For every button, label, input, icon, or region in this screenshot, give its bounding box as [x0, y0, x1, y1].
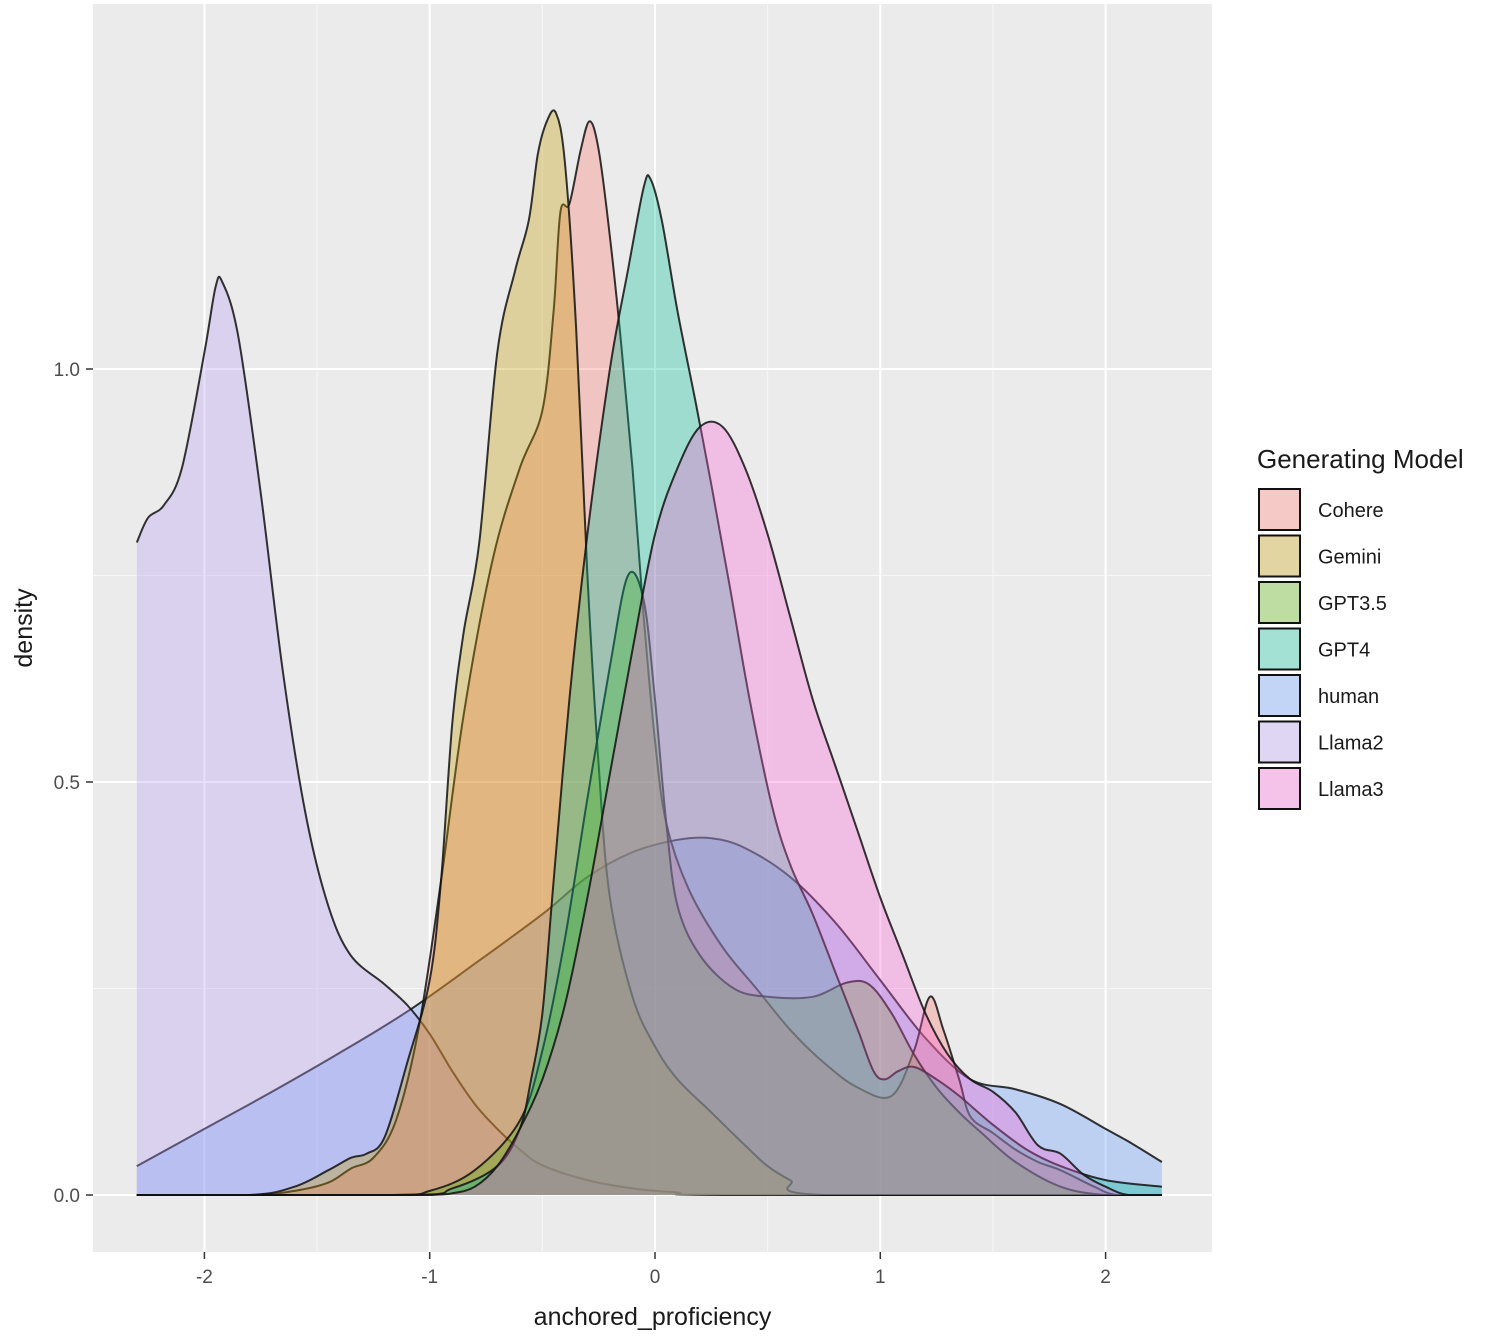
legend-key-bg-human: [1258, 674, 1301, 717]
legend-key-bg-llama2: [1258, 720, 1301, 764]
density-area-llama3: [136, 421, 1162, 1195]
legend-label-gpt3-5: GPT3.5: [1318, 593, 1387, 615]
density-line-gemini: [136, 109, 1162, 1197]
density-area-human: [136, 837, 1162, 1195]
legend-key-gpt3-5: [1258, 581, 1301, 624]
legend-key-bg-gpt4: [1258, 627, 1301, 671]
legend-key-bg-llama3: [1258, 767, 1301, 810]
legend-key-bg-gemini: [1258, 534, 1301, 578]
density-line-llama3: [136, 420, 1162, 1197]
density-line-cohere: [136, 120, 1162, 1197]
legend-key-gemini: [1258, 534, 1301, 578]
density-area-llama2: [136, 276, 1162, 1195]
density-area-gpt4: [136, 175, 1162, 1195]
y-tick-label: 0.0: [54, 1186, 80, 1207]
legend: Generating Model Cohere Gemini GPT3.5 GPT4 h…: [1257, 444, 1464, 810]
density-line-gpt4: [136, 174, 1163, 1197]
legend-label-gemini: Gemini: [1318, 547, 1381, 569]
legend-key-human: [1258, 674, 1301, 717]
legend-key-cohere: [1258, 488, 1301, 531]
legend-label-human: human: [1318, 686, 1379, 708]
legend-key-bg-gpt3-5: [1258, 581, 1301, 624]
legend-label-llama2: Llama2: [1318, 733, 1384, 755]
x-axis-title: anchored_proficiency: [534, 1303, 772, 1331]
density-areas: [135, 109, 1163, 1197]
legend-title: Generating Model: [1257, 444, 1464, 474]
legend-key-bg-cohere: [1258, 488, 1301, 531]
y-tick-label: 0.5: [54, 773, 80, 794]
legend-label-cohere: Cohere: [1318, 500, 1384, 522]
density-line-llama2: [135, 275, 1162, 1197]
legend-key-llama3: [1258, 767, 1301, 810]
x-tick-label: 1: [875, 1267, 886, 1288]
density-area-cohere: [136, 121, 1162, 1196]
x-axis: -2 -1 0 1 2: [196, 1252, 1111, 1288]
density-line-human: [136, 836, 1163, 1167]
density-line-gpt3-5: [136, 570, 1162, 1197]
y-axis-title: density: [10, 588, 38, 668]
plot-panel: [93, 4, 1212, 1252]
grid-major: [93, 4, 1212, 1252]
grid-minor: [93, 4, 1212, 1252]
legend-label-gpt4: GPT4: [1318, 640, 1370, 662]
y-tick-label: 1.0: [54, 360, 80, 381]
x-tick-label: 0: [650, 1267, 661, 1288]
legend-key-llama2: [1258, 720, 1301, 764]
x-tick-label: 2: [1100, 1267, 1111, 1288]
x-tick-label: -2: [196, 1267, 213, 1288]
y-axis: 0.0 0.5 1.0: [54, 360, 93, 1207]
x-tick-label: -1: [421, 1267, 438, 1288]
legend-key-gpt4: [1258, 627, 1301, 671]
legend-label-llama3: Llama3: [1318, 779, 1384, 801]
